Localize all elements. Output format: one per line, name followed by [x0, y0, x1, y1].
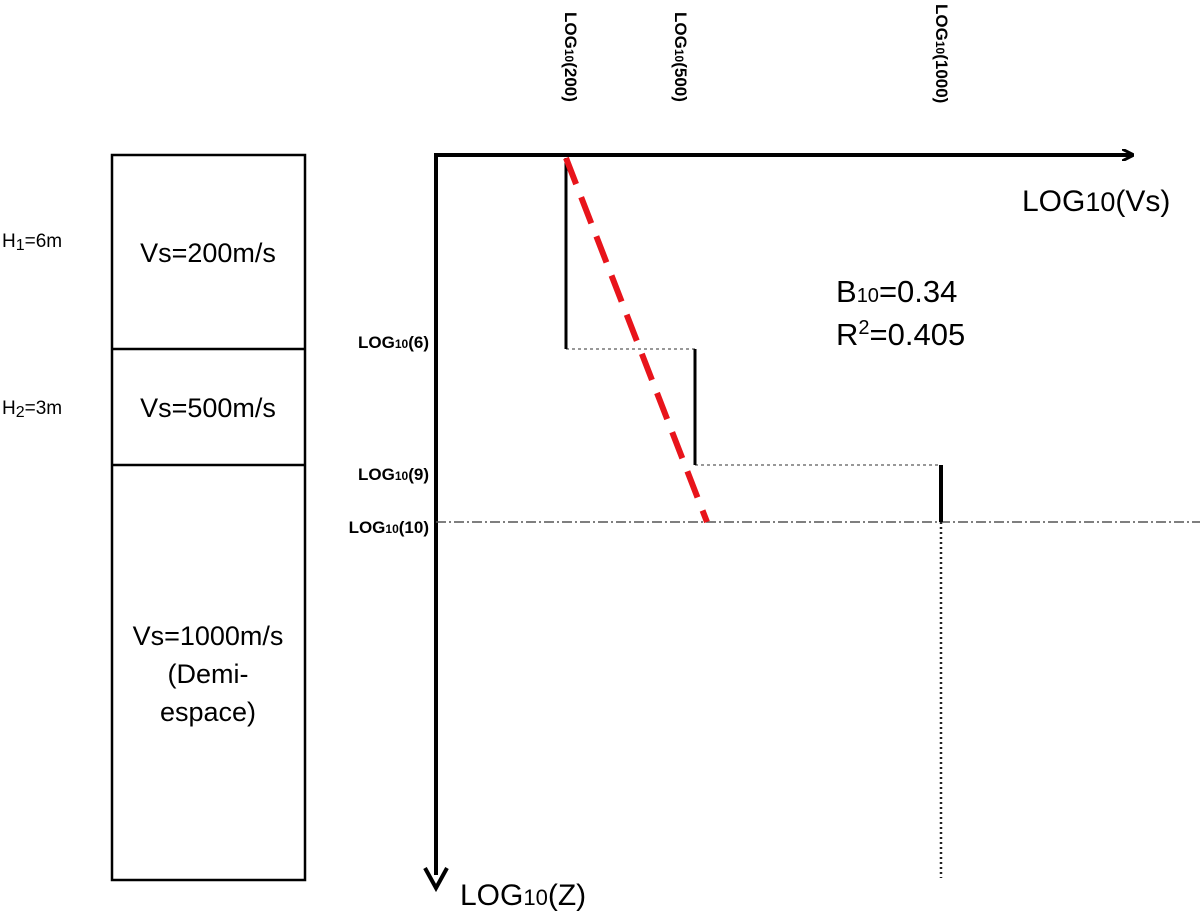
x-tick-label-200: LOG10(200) [561, 12, 580, 102]
thickness-label-h2: H2=3m [2, 398, 62, 421]
y-tick-label-10: LOG10(10) [349, 518, 429, 537]
x-tick-label-1000: LOG10(1000) [932, 4, 951, 103]
b10-annotation: B10=0.34 [836, 274, 957, 309]
layer-1-velocity: Vs=200m/s [140, 238, 276, 268]
y-tick-label-6: LOG10(6) [358, 333, 429, 352]
soil-column: Vs=200m/s Vs=500m/s Vs=1000m/s (Demi- es… [110, 153, 307, 882]
layer-3-velocity: Vs=1000m/s [133, 621, 284, 651]
layer-3-note-line1: (Demi- [168, 659, 249, 689]
x-axis-title: LOG10(Vs) [1022, 185, 1170, 218]
soil-column-frame [110, 153, 307, 882]
y-axis-arrowhead [423, 867, 449, 893]
y-tick-label-9: LOG10(9) [358, 465, 429, 484]
y-axis-title: LOG10(Z) [460, 879, 586, 912]
layer-2-velocity: Vs=500m/s [140, 393, 276, 423]
thickness-label-h1: H1=6m [2, 231, 62, 254]
layer-3-note-line2: espace) [160, 697, 256, 727]
x-tick-label-500: LOG10(500) [671, 12, 690, 102]
fit-line-red-dashed [563, 156, 710, 524]
r2-annotation: R2=0.405 [836, 317, 965, 352]
